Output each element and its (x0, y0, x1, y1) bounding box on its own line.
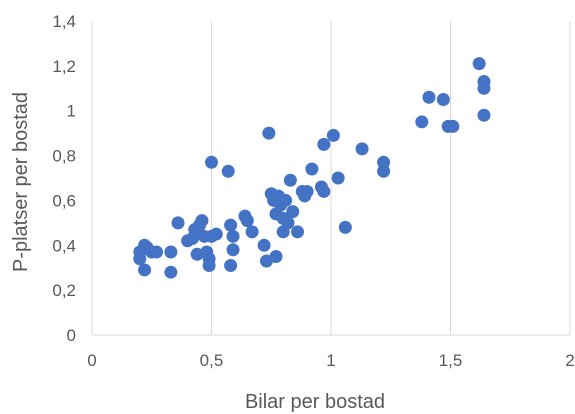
data-point (317, 184, 331, 198)
data-point (377, 155, 391, 169)
data-point (415, 115, 429, 129)
y-tick-label: 0,6 (52, 191, 76, 210)
x-tick-label: 0 (87, 351, 96, 370)
data-point (150, 245, 164, 259)
data-point (422, 90, 436, 104)
tick-labels: 0 0,5 1 1,5 2 0 0,2 0,4 0,6 0,8 1 1,2 1,4 (52, 12, 574, 370)
y-tick-label: 1 (67, 102, 76, 121)
data-point (195, 214, 209, 228)
data-point (202, 252, 216, 266)
data-point (326, 128, 340, 142)
data-point (477, 81, 491, 95)
x-axis-title: Bilar per bostad (245, 391, 385, 413)
data-point (257, 238, 271, 252)
data-point (226, 229, 240, 243)
data-point (224, 258, 238, 272)
data-point (226, 243, 240, 257)
data-point (281, 216, 295, 230)
x-tick-label: 0,5 (200, 351, 224, 370)
data-point (477, 108, 491, 122)
data-point (209, 227, 223, 241)
data-point (279, 193, 293, 207)
data-point (317, 137, 331, 151)
y-tick-label: 0,4 (52, 236, 76, 255)
x-tick-label: 2 (565, 351, 574, 370)
data-point (300, 184, 314, 198)
x-tick-label: 1 (326, 351, 335, 370)
data-point (355, 142, 369, 156)
y-tick-label: 0 (67, 326, 76, 345)
data-points (133, 57, 491, 279)
data-point (331, 171, 345, 185)
y-tick-label: 0,2 (52, 281, 76, 300)
y-tick-label: 1,2 (52, 57, 76, 76)
data-point (245, 225, 259, 239)
data-point (472, 57, 486, 71)
grid-lines (211, 21, 571, 335)
y-axis-title: P-platser per bostad (10, 92, 32, 272)
data-point (377, 164, 391, 178)
data-point (164, 245, 178, 259)
y-tick-label: 1,4 (52, 12, 76, 31)
data-point (164, 265, 178, 279)
data-point (305, 162, 319, 176)
data-point (283, 173, 297, 187)
data-point (286, 205, 300, 219)
data-point (221, 164, 235, 178)
data-point (291, 225, 305, 239)
x-tick-label: 1,5 (439, 351, 463, 370)
data-point (262, 126, 276, 140)
data-point (138, 263, 152, 277)
axes (91, 21, 570, 336)
data-point (240, 214, 254, 228)
data-point (436, 93, 450, 106)
data-point (338, 220, 352, 234)
data-point (171, 216, 185, 230)
data-point (446, 119, 460, 133)
y-tick-label: 0,8 (52, 147, 76, 166)
data-point (269, 250, 283, 263)
data-point (224, 218, 238, 232)
data-point (205, 155, 218, 169)
